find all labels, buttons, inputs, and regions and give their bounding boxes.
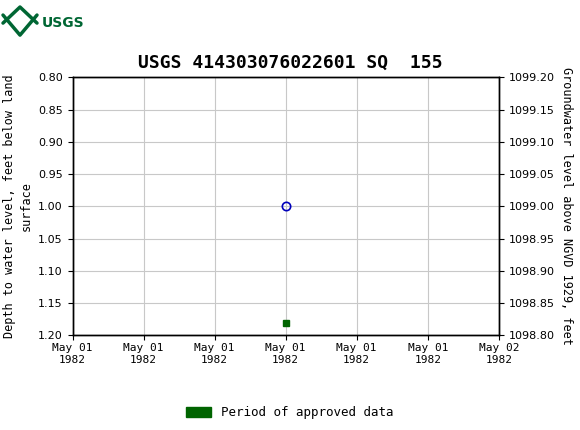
Text: USGS: USGS xyxy=(42,16,85,30)
Legend: Period of approved data: Period of approved data xyxy=(186,406,394,419)
Text: USGS 414303076022601 SQ  155: USGS 414303076022601 SQ 155 xyxy=(138,53,442,71)
Y-axis label: Depth to water level, feet below land
surface: Depth to water level, feet below land su… xyxy=(3,74,32,338)
Y-axis label: Groundwater level above NGVD 1929, feet: Groundwater level above NGVD 1929, feet xyxy=(560,68,573,345)
Bar xyxy=(3,3,75,42)
